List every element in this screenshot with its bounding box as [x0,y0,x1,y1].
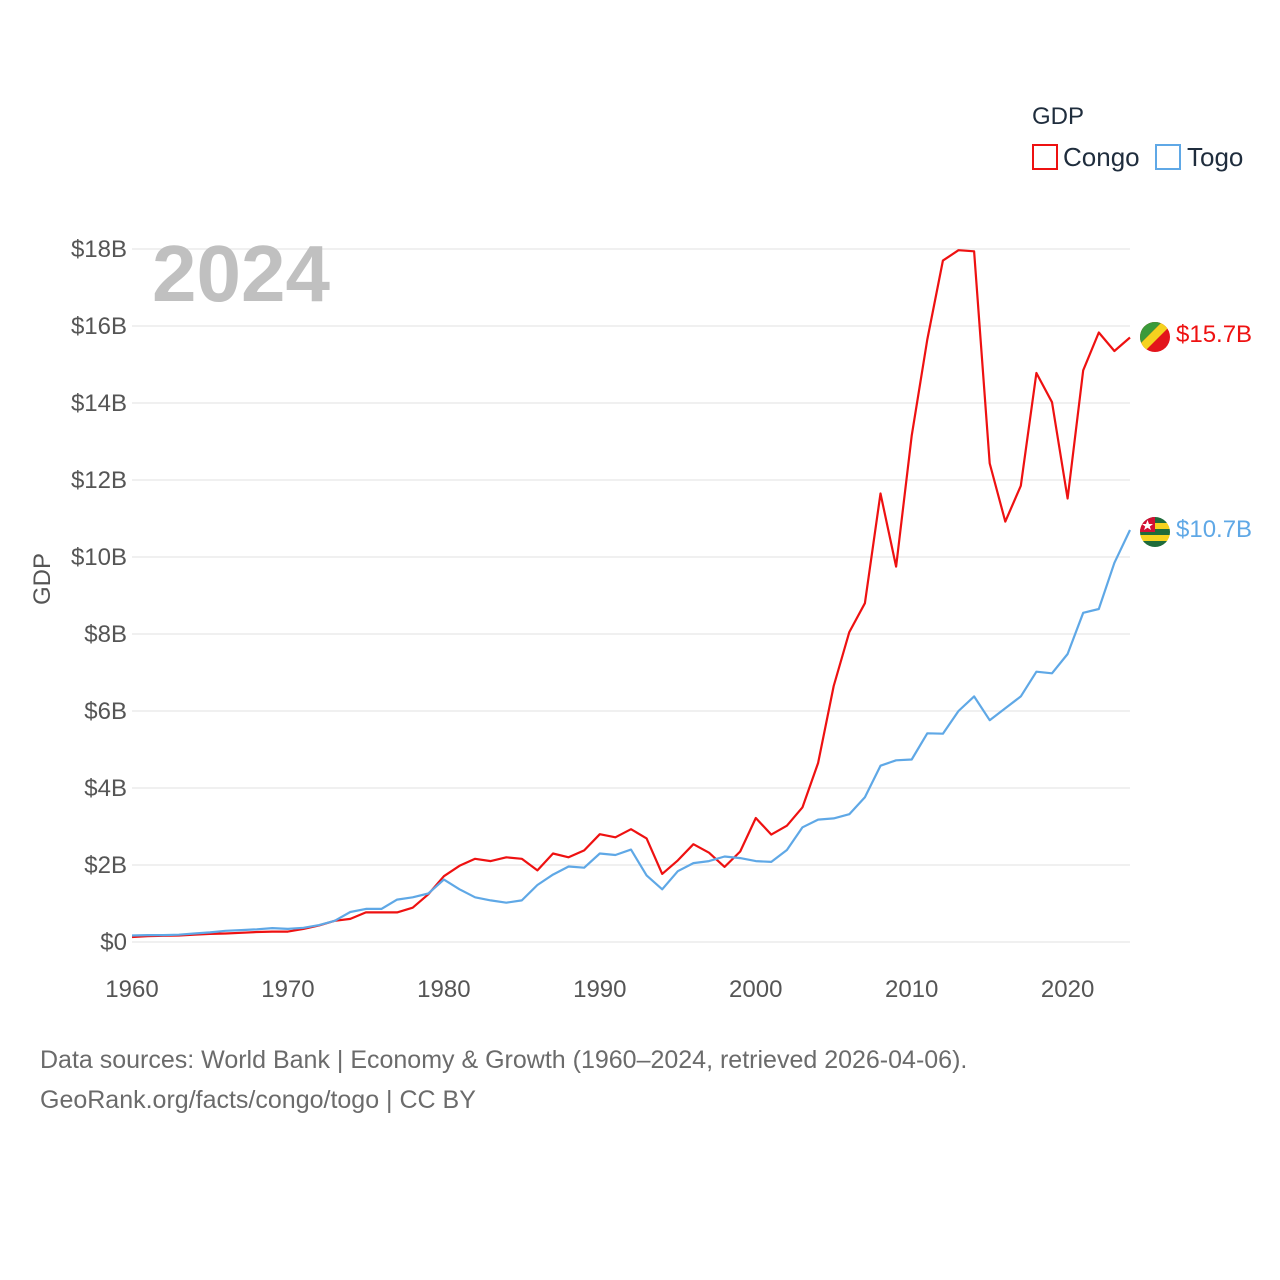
y-tick-label: $10B [71,544,127,571]
legend-label-togo: Togo [1187,142,1243,172]
y-tick-label: $2B [84,852,127,879]
y-tick-label: $14B [71,390,127,417]
congo-end-value: $15.7B [1176,321,1252,348]
y-tick-label: $12B [71,467,127,494]
x-tick-label: 1980 [417,976,470,1003]
gdp-line-chart: $0$2B$4B$6B$8B$10B$12B$14B$16B$18B 1960 1… [29,103,1252,1003]
x-tick-label: 2020 [1041,976,1094,1003]
legend-swatch-congo [1032,144,1058,170]
year-label: 2024 [152,229,330,318]
x-tick-label: 1960 [105,976,158,1003]
series-line-togo [131,529,1131,937]
source-footer: Data sources: World Bank | Economy & Gro… [40,1040,967,1120]
y-tick-label: $0 [100,929,127,956]
series-line-congo [131,249,1131,939]
x-tick-label: 1990 [573,976,626,1003]
x-tick-label: 2010 [885,976,938,1003]
y-tick-label: $6B [84,698,127,725]
legend: GDP Congo Togo [1032,103,1243,172]
legend-label-congo: Congo [1063,142,1140,172]
legend-swatch-togo [1155,144,1181,170]
x-axis-ticks: 1960 1970 1980 1990 2000 2010 2020 [105,976,1094,1003]
source-url-line: GeoRank.org/facts/congo/togo | CC BY [40,1086,476,1114]
congo-flag-icon [1140,322,1170,352]
legend-title: GDP [1032,103,1084,130]
y-tick-label: $18B [71,236,127,263]
y-axis-ticks: $0 $2B $4B $6B $8B $10B $12B $14B $16B $18B [71,236,127,956]
y-tick-label: $16B [71,313,127,340]
series-lines [131,249,1131,939]
x-tick-label: 2000 [729,976,782,1003]
gridlines [132,248,1130,943]
y-tick-label: $4B [84,775,127,802]
y-tick-label: $8B [84,621,127,648]
togo-flag-icon [1140,517,1170,547]
x-tick-label: 1970 [261,976,314,1003]
y-axis-title: GDP [29,553,56,605]
togo-end-value: $10.7B [1176,516,1252,543]
source-line: Data sources: World Bank | Economy & Gro… [40,1046,968,1074]
